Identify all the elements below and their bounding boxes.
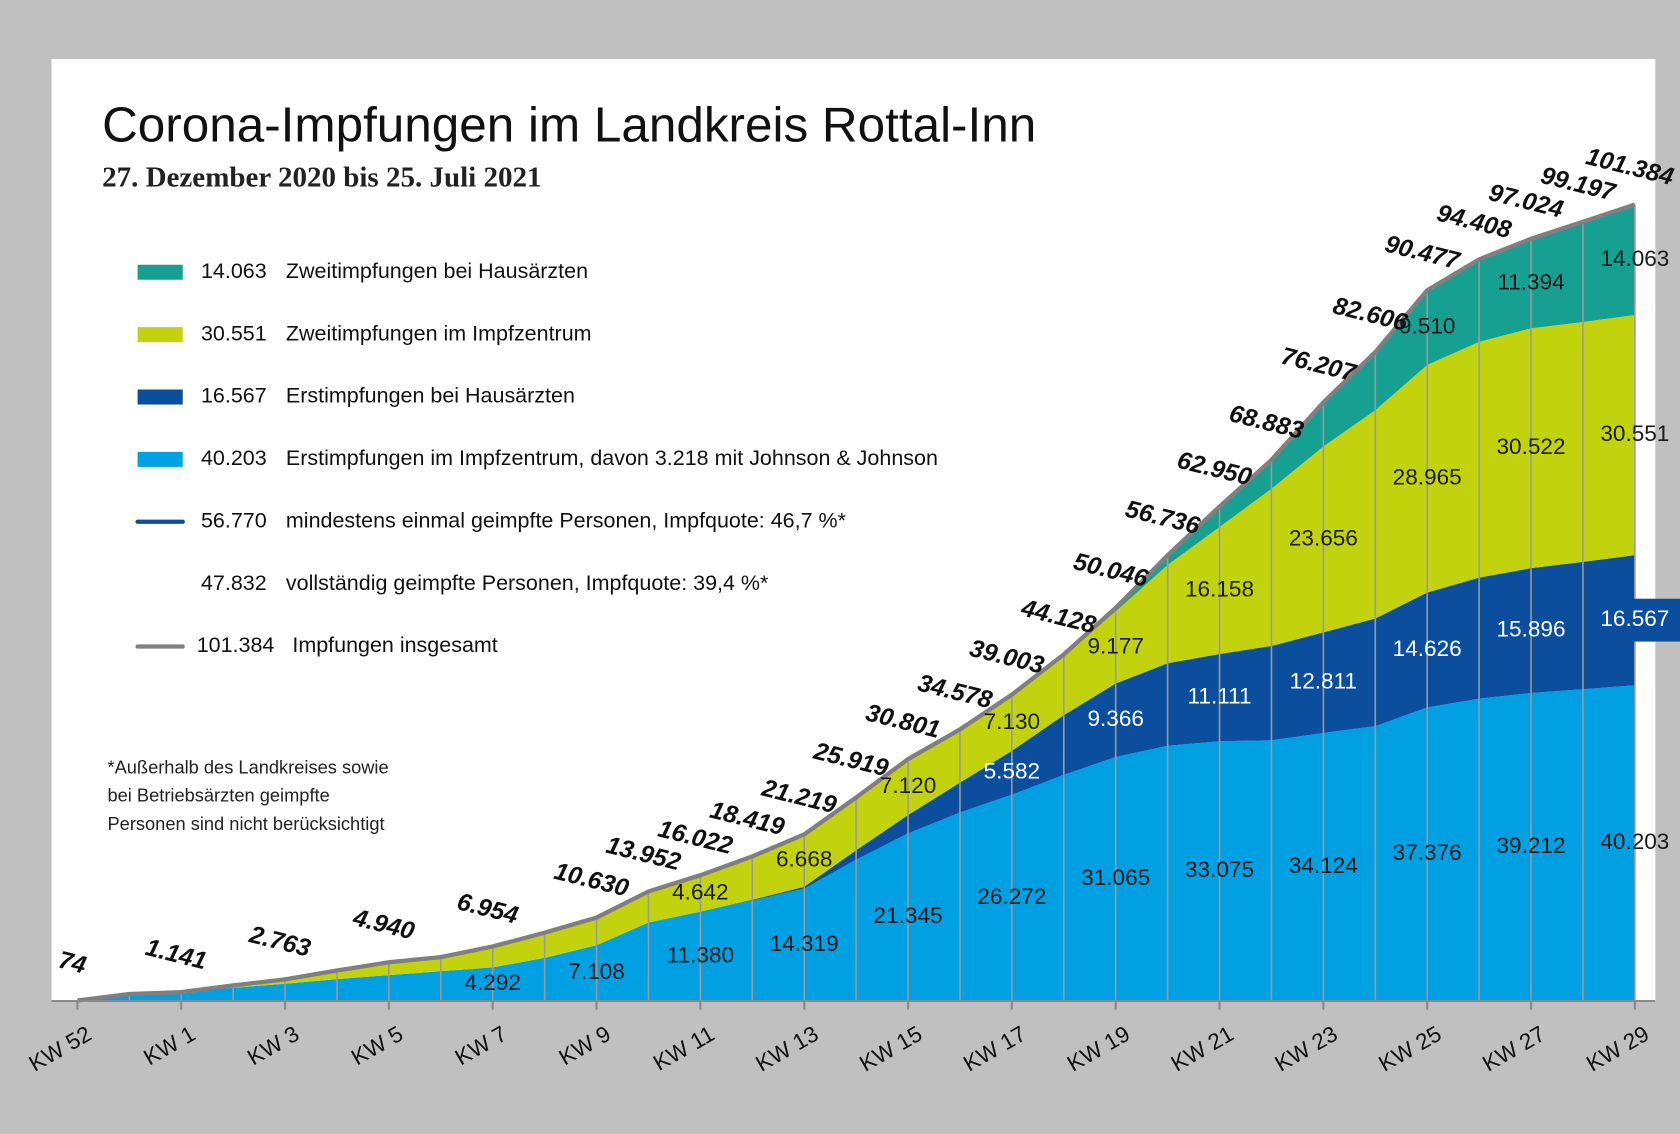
legend-swatch — [137, 327, 183, 343]
data-label: 7.108 — [568, 959, 624, 984]
data-label: 14.063 — [1600, 246, 1669, 271]
data-label: 11.111 — [1188, 684, 1252, 709]
data-label: 11.394 — [1497, 270, 1564, 295]
data-label: 15.896 — [1497, 617, 1566, 642]
chart-title: Corona-Impfungen im Landkreis Rottal-Inn — [102, 98, 1036, 153]
area — [77, 555, 1635, 1001]
data-label: 9.510 — [1399, 314, 1455, 339]
data-label: 34.124 — [1289, 853, 1358, 878]
data-label: 5.582 — [984, 759, 1040, 784]
data-label: 23.656 — [1289, 525, 1358, 550]
data-label: 4.292 — [464, 970, 520, 995]
legend-label: Erstimpfungen im Impfzentrum, davon 3.21… — [286, 446, 938, 470]
footnote: Personen sind nicht berücksichtigt — [107, 813, 384, 834]
legend-label: vollständig geimpfte Personen, Impfquote… — [286, 571, 769, 595]
data-label: 39.212 — [1497, 833, 1566, 858]
legend-label: Zweitimpfungen bei Hausärzten — [286, 259, 588, 283]
footnote: bei Betriebsärzten geimpfte — [107, 785, 329, 806]
data-label: 26.272 — [977, 884, 1046, 909]
data-label: 21.345 — [874, 903, 943, 928]
legend-value: 30.551 — [201, 321, 267, 345]
total-line — [77, 202, 1636, 1003]
total-label: 74 — [56, 947, 89, 980]
data-label: 31.065 — [1081, 865, 1150, 890]
legend-value: 40.203 — [201, 446, 267, 470]
footnote: *Außerhalb des Landkreises sowie — [107, 756, 388, 777]
legend-label: Impfungen insgesamt — [292, 633, 497, 657]
data-label: 11.380 — [667, 942, 734, 967]
data-label: 40.203 — [1600, 829, 1669, 854]
label-box — [1594, 598, 1680, 642]
legend-swatch — [137, 451, 183, 467]
data-label: 28.965 — [1393, 465, 1462, 490]
data-label: 16.158 — [1185, 576, 1254, 601]
legend-label: mindestens einmal geimpfte Personen, Imp… — [286, 508, 847, 532]
data-label: 37.376 — [1393, 840, 1462, 865]
data-label: 33.075 — [1185, 857, 1254, 882]
chart-subtitle: 27. Dezember 2020 bis 25. Juli 2021 — [102, 162, 541, 194]
data-label: 12.811 — [1290, 669, 1357, 694]
data-label: 9.366 — [1087, 706, 1143, 731]
data-label: 4.642 — [672, 879, 728, 904]
data-label: 30.522 — [1497, 434, 1566, 459]
area — [77, 685, 1635, 1002]
data-label: 16.567 — [1600, 606, 1669, 631]
data-label: 7.120 — [880, 773, 936, 798]
data-label: 14.626 — [1393, 636, 1462, 661]
legend-value: 101.384 — [197, 633, 275, 657]
data-label: 9.177 — [1087, 633, 1143, 658]
data-label: 14.319 — [770, 931, 839, 956]
legend-swatch — [137, 264, 183, 280]
data-label: 6.668 — [776, 847, 832, 872]
legend-value: 56.770 — [201, 508, 267, 532]
legend-value: 14.063 — [201, 259, 267, 283]
legend-label: Erstimpfungen bei Hausärzten — [286, 384, 575, 408]
data-label: 30.551 — [1600, 421, 1669, 446]
legend-label: Zweitimpfungen im Impfzentrum — [286, 321, 592, 345]
legend-value: 47.832 — [201, 571, 267, 595]
legend-value: 16.567 — [201, 384, 267, 408]
legend-swatch — [137, 389, 183, 405]
data-label: 7.130 — [984, 709, 1040, 734]
